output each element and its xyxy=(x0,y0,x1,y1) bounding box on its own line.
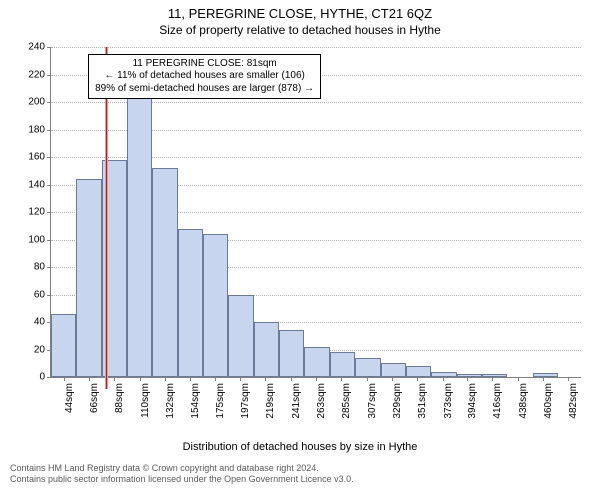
y-tick-mark xyxy=(47,212,51,213)
histogram-bar xyxy=(254,322,279,377)
y-tick-label: 120 xyxy=(28,207,45,218)
y-tick-mark xyxy=(47,267,51,268)
x-tick-label: 241sqm xyxy=(291,383,302,419)
y-tick-mark xyxy=(47,157,51,158)
x-tick-mark xyxy=(215,377,216,381)
x-tick-mark xyxy=(341,377,342,381)
y-tick-mark xyxy=(47,185,51,186)
y-tick-mark xyxy=(47,295,51,296)
histogram-bar xyxy=(381,363,406,377)
histogram-bar xyxy=(355,358,380,377)
x-tick-label: 351sqm xyxy=(417,383,428,419)
chart-subtitle: Size of property relative to detached ho… xyxy=(0,23,600,37)
y-tick-label: 0 xyxy=(39,372,45,383)
histogram-bar xyxy=(457,374,482,377)
x-tick-label: 154sqm xyxy=(190,383,201,419)
x-tick-label: 132sqm xyxy=(165,383,176,419)
x-tick-mark xyxy=(568,377,569,381)
annotation-box: 11 PEREGRINE CLOSE: 81sqm← 11% of detach… xyxy=(88,54,321,100)
x-tick-mark xyxy=(443,377,444,381)
x-tick-label: 197sqm xyxy=(240,383,251,419)
histogram-bar xyxy=(76,179,101,377)
x-tick-label: 219sqm xyxy=(265,383,276,419)
x-tick-mark xyxy=(543,377,544,381)
y-tick-label: 20 xyxy=(34,344,45,355)
y-tick-label: 240 xyxy=(28,42,45,53)
x-tick-label: 110sqm xyxy=(140,383,151,418)
x-tick-label: 307sqm xyxy=(367,383,378,419)
x-tick-mark xyxy=(492,377,493,381)
y-tick-mark xyxy=(47,130,51,131)
x-tick-label: 460sqm xyxy=(543,383,554,419)
annotation-line: ← 11% of detached houses are smaller (10… xyxy=(95,70,314,83)
histogram-bar xyxy=(228,295,253,378)
histogram-bar xyxy=(51,314,76,377)
x-tick-mark xyxy=(392,377,393,381)
histogram-bar xyxy=(279,330,304,377)
histogram-bar xyxy=(330,352,355,377)
x-tick-mark xyxy=(165,377,166,381)
y-tick-label: 40 xyxy=(34,317,45,328)
y-tick-mark xyxy=(47,47,51,48)
x-tick-mark xyxy=(291,377,292,381)
x-tick-label: 88sqm xyxy=(114,383,125,413)
x-tick-label: 329sqm xyxy=(392,383,403,419)
y-tick-label: 60 xyxy=(34,289,45,300)
y-tick-mark xyxy=(47,240,51,241)
x-tick-label: 285sqm xyxy=(341,383,352,419)
y-tick-label: 180 xyxy=(28,124,45,135)
histogram-bar xyxy=(431,372,456,378)
x-tick-mark xyxy=(190,377,191,381)
x-tick-mark xyxy=(64,377,65,381)
x-tick-mark xyxy=(367,377,368,381)
x-axis-label: Distribution of detached houses by size … xyxy=(0,441,600,453)
y-tick-mark xyxy=(47,377,51,378)
y-tick-label: 160 xyxy=(28,152,45,163)
y-tick-label: 200 xyxy=(28,97,45,108)
x-tick-mark xyxy=(89,377,90,381)
x-tick-mark xyxy=(467,377,468,381)
x-tick-mark xyxy=(316,377,317,381)
y-tick-mark xyxy=(47,75,51,76)
y-tick-label: 140 xyxy=(28,179,45,190)
x-tick-label: 394sqm xyxy=(467,383,478,419)
x-tick-label: 416sqm xyxy=(492,383,503,419)
x-tick-mark xyxy=(240,377,241,381)
x-tick-label: 482sqm xyxy=(568,383,579,419)
histogram-bar xyxy=(406,366,431,377)
x-tick-label: 44sqm xyxy=(64,383,75,413)
attribution-line-1: Contains HM Land Registry data © Crown c… xyxy=(10,463,590,474)
x-tick-label: 66sqm xyxy=(89,383,100,413)
x-tick-mark xyxy=(114,377,115,381)
x-tick-mark xyxy=(265,377,266,381)
chart-title: 11, PEREGRINE CLOSE, HYTHE, CT21 6QZ xyxy=(0,6,600,21)
gridline xyxy=(51,47,581,48)
y-tick-mark xyxy=(47,102,51,103)
y-tick-label: 220 xyxy=(28,69,45,80)
x-tick-label: 175sqm xyxy=(215,383,226,419)
histogram-bar xyxy=(178,229,203,378)
chart-container: Number of detached properties 0204060801… xyxy=(0,37,600,457)
annotation-line: 11 PEREGRINE CLOSE: 81sqm xyxy=(95,58,314,71)
x-tick-mark xyxy=(518,377,519,381)
x-tick-label: 263sqm xyxy=(316,383,327,419)
y-tick-label: 100 xyxy=(28,234,45,245)
y-tick-label: 80 xyxy=(34,262,45,273)
x-tick-mark xyxy=(417,377,418,381)
x-tick-label: 438sqm xyxy=(518,383,529,419)
histogram-bar xyxy=(482,374,507,377)
plot-area: 02040608010012014016018020022024044sqm66… xyxy=(50,47,581,378)
histogram-bar xyxy=(533,373,558,377)
attribution-text: Contains HM Land Registry data © Crown c… xyxy=(10,463,590,486)
x-tick-mark xyxy=(140,377,141,381)
histogram-bar xyxy=(203,234,228,377)
histogram-bar xyxy=(152,168,177,377)
x-tick-label: 373sqm xyxy=(443,383,454,419)
histogram-bar xyxy=(127,97,152,378)
histogram-bar xyxy=(304,347,329,377)
attribution-line-2: Contains public sector information licen… xyxy=(10,474,590,485)
annotation-line: 89% of semi-detached houses are larger (… xyxy=(95,83,314,96)
